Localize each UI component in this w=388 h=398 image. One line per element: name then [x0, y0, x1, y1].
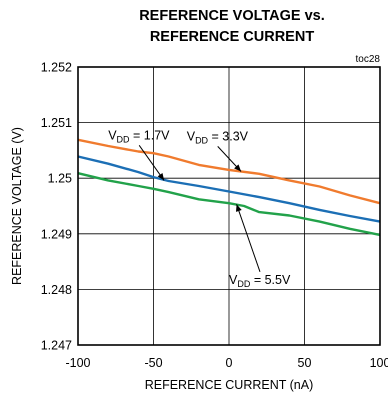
series-label: VDD = 1.7V — [108, 128, 170, 144]
series-label: VDD = 5.5V — [229, 273, 291, 289]
plot-frame — [77, 66, 381, 346]
figure-id: toc28 — [356, 54, 381, 65]
x-tick-labels: -100 -50 0 50 100 — [65, 356, 388, 370]
series-label: VDD = 3.3V — [187, 129, 249, 145]
y-tick-label: 1.247 — [41, 339, 72, 353]
x-tick-label: -100 — [65, 356, 90, 370]
y-axis-title: REFERENCE VOLTAGE (V) — [10, 127, 24, 285]
x-tick-label: 0 — [226, 356, 233, 370]
chart-title-line-1: REFERENCE VOLTAGE vs. — [139, 8, 325, 24]
x-axis-title: REFERENCE CURRENT (nA) — [145, 378, 314, 392]
y-tick-label: 1.251 — [41, 116, 72, 130]
y-tick-label: 1.248 — [41, 283, 72, 297]
series-layer — [77, 138, 381, 237]
annotation-leader — [236, 204, 261, 273]
x-tick-label: 50 — [298, 356, 312, 370]
annotation-arrowhead — [157, 173, 165, 181]
x-tick-label: -50 — [144, 356, 162, 370]
series-line — [77, 155, 381, 223]
series-line — [77, 138, 381, 205]
y-tick-labels: 1.247 1.248 1.249 1.25 1.251 1.252 — [41, 61, 72, 353]
annotation-leader — [138, 144, 165, 181]
series-line — [77, 172, 381, 237]
grid — [78, 67, 380, 345]
x-tick-label: 100 — [370, 356, 388, 370]
annotation-layer: VDD = 1.7V VDD = 3.3V VDD = 5.5V — [108, 128, 291, 289]
y-tick-label: 1.249 — [41, 227, 72, 241]
annotation-arrowhead — [236, 204, 242, 212]
y-tick-label: 1.25 — [48, 172, 72, 186]
y-tick-label: 1.252 — [41, 61, 72, 75]
chart-title-line-2: REFERENCE CURRENT — [150, 29, 314, 45]
annotation-arrowhead — [234, 164, 242, 172]
